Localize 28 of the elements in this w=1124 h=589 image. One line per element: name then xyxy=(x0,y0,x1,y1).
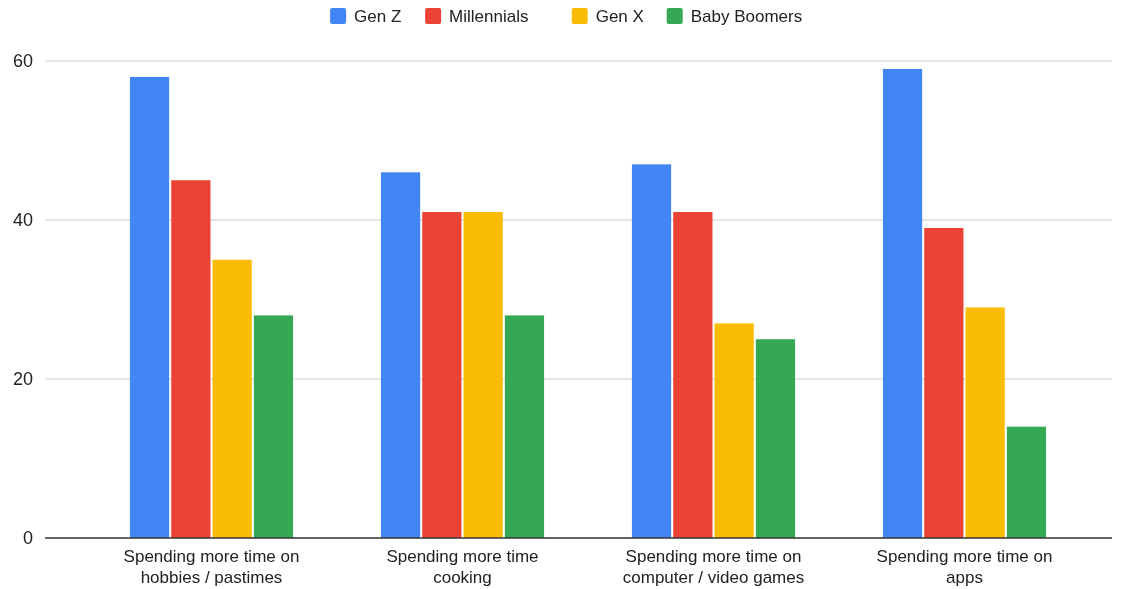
legend-label: Gen Z xyxy=(354,6,402,26)
y-tick-label: 0 xyxy=(22,528,33,549)
y-tick-label: 60 xyxy=(12,51,33,72)
bar xyxy=(882,68,923,538)
legend-label: Baby Boomers xyxy=(690,6,803,26)
bar xyxy=(504,315,545,538)
x-tick-label: Spending more time cooking xyxy=(386,547,539,587)
bar xyxy=(380,172,421,538)
bar xyxy=(171,180,211,538)
bar xyxy=(129,76,170,538)
bar xyxy=(212,259,252,538)
x-tick-label: Spending more time on computer / video games xyxy=(622,547,805,587)
x-tick-label: Spending more time on apps xyxy=(876,547,1053,587)
x-tick-label: Spending more time on hobbies / pastimes xyxy=(123,547,300,587)
y-tick-label: 40 xyxy=(12,210,33,231)
legend-label: Gen X xyxy=(595,6,644,26)
bar xyxy=(631,164,672,538)
bar xyxy=(253,315,294,538)
bar xyxy=(1006,426,1047,538)
bar xyxy=(673,212,713,538)
bar xyxy=(755,339,796,538)
bar xyxy=(965,307,1005,538)
bar xyxy=(714,323,754,538)
y-tick-label: 20 xyxy=(12,369,33,390)
bar xyxy=(422,212,462,538)
legend-label: Millennials xyxy=(449,6,529,26)
bar xyxy=(924,227,964,538)
bar xyxy=(463,212,503,538)
